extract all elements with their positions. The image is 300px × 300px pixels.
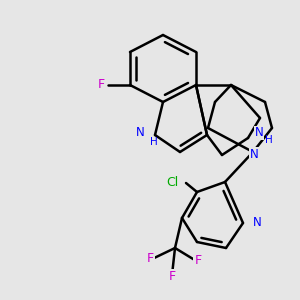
Text: F: F	[168, 269, 175, 283]
Text: H: H	[150, 137, 158, 147]
Text: F: F	[146, 253, 154, 266]
Text: H: H	[265, 135, 273, 145]
Text: N: N	[250, 148, 258, 160]
Text: F: F	[194, 254, 202, 268]
Text: N: N	[136, 127, 145, 140]
Text: N: N	[253, 217, 262, 230]
Text: F: F	[98, 79, 105, 92]
Text: N: N	[255, 127, 264, 140]
Text: Cl: Cl	[166, 176, 178, 190]
